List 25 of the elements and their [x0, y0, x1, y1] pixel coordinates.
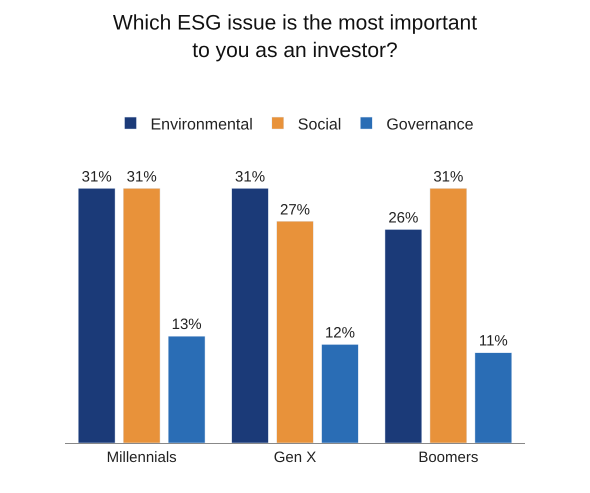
x-tick-label: Boomers: [418, 449, 478, 466]
bar: [321, 344, 359, 443]
data-label: 27%: [280, 201, 310, 218]
bar: [231, 188, 269, 443]
x-tick-label: Gen X: [274, 449, 316, 466]
bar: [78, 188, 116, 443]
data-label: 13%: [172, 316, 202, 334]
legend-label: Governance: [386, 116, 474, 134]
data-label: 31%: [235, 168, 266, 186]
x-tick-label: Millennials: [106, 449, 177, 466]
data-label: 26%: [388, 209, 418, 226]
bar: [168, 336, 206, 443]
data-label: 12%: [324, 324, 355, 342]
bar: [474, 352, 512, 443]
chart-title: Which ESG issue is the most important to you as an investor?: [112, 12, 478, 62]
bar: [384, 229, 422, 443]
data-label: 31%: [126, 168, 157, 186]
legend-label: Social: [298, 116, 342, 134]
data-label: 11%: [478, 332, 508, 350]
bar: [430, 188, 467, 443]
legend-label: Environmental: [150, 116, 253, 134]
data-label: 31%: [82, 168, 112, 186]
data-label: 31%: [433, 168, 464, 186]
bar: [276, 221, 314, 443]
bar: [123, 188, 160, 443]
